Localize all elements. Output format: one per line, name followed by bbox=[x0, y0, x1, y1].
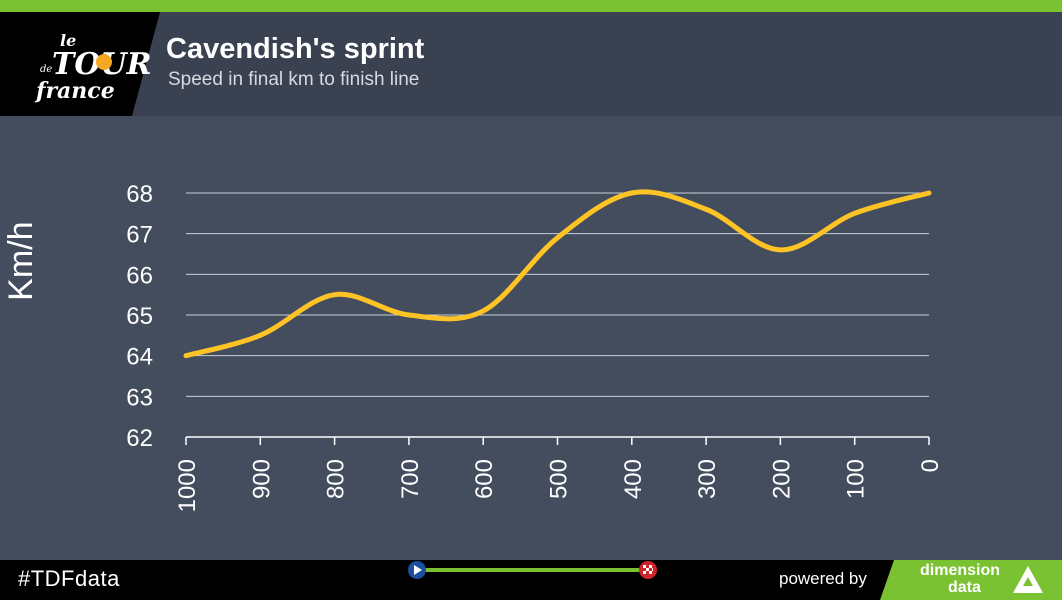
chart-title: Cavendish's sprint bbox=[166, 33, 425, 65]
hashtag-label: #TDFdata bbox=[18, 566, 120, 591]
sponsor-name-line2: data bbox=[948, 579, 981, 596]
y-tick-label: 65 bbox=[126, 303, 153, 330]
x-tick-label: 200 bbox=[768, 459, 795, 499]
svg-text:de: de bbox=[40, 64, 52, 75]
tour-de-france-logo: le de TOUR france bbox=[0, 12, 160, 116]
y-tick-label: 63 bbox=[126, 384, 153, 411]
x-tick-label: 700 bbox=[397, 459, 424, 499]
x-tick-label: 400 bbox=[620, 459, 647, 499]
y-tick-label: 66 bbox=[126, 262, 153, 289]
x-tick-label: 300 bbox=[694, 459, 721, 499]
y-tick-label: 68 bbox=[126, 181, 153, 208]
svg-text:france: france bbox=[34, 78, 115, 104]
accent-bar bbox=[0, 0, 1062, 12]
x-tick-label: 100 bbox=[843, 459, 870, 499]
x-tick-label: 600 bbox=[471, 459, 498, 499]
powered-by-label: powered by bbox=[779, 569, 867, 588]
checkered-flag-icon bbox=[639, 561, 657, 579]
x-tick-label: 1000 bbox=[174, 459, 201, 512]
speed-series-line bbox=[183, 189, 932, 359]
y-tick-label: 64 bbox=[126, 344, 153, 371]
play-icon bbox=[408, 561, 426, 579]
x-tick-label: 800 bbox=[323, 459, 350, 499]
sponsor-name-line1: dimension bbox=[920, 562, 1001, 579]
header-bar bbox=[0, 12, 1062, 116]
sprint-progress bbox=[408, 561, 657, 579]
x-tick-label: 500 bbox=[546, 459, 573, 499]
dimension-data-logo bbox=[880, 560, 1062, 600]
x-tick-label: 900 bbox=[248, 459, 275, 499]
svg-text:le: le bbox=[60, 31, 76, 50]
x-tick-label: 0 bbox=[917, 459, 944, 472]
y-tick-label: 62 bbox=[126, 425, 153, 452]
y-tick-label: 67 bbox=[126, 222, 153, 249]
chart-subtitle: Speed in final km to finish line bbox=[168, 69, 420, 90]
y-axis-label-text: Km/h bbox=[1, 221, 40, 301]
